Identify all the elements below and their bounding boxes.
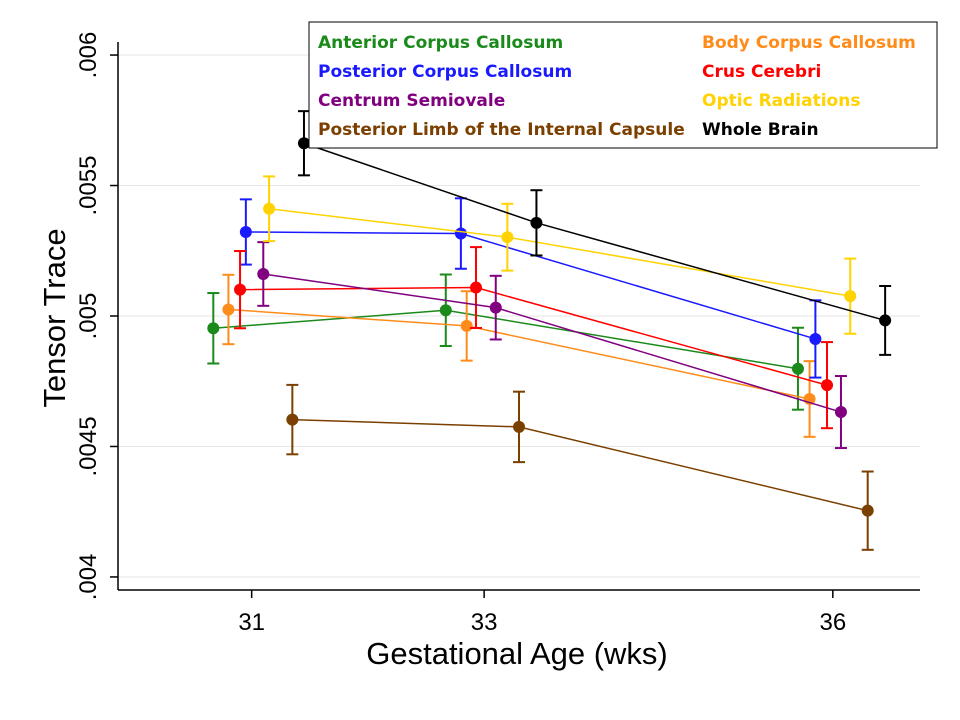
series-line [213, 309, 799, 370]
data-point [234, 283, 247, 296]
data-point [809, 332, 822, 345]
data-point [791, 362, 804, 375]
data-point [861, 504, 874, 517]
data-point [454, 227, 467, 240]
data-point [239, 225, 252, 238]
data-point [501, 231, 514, 244]
data-point [821, 379, 834, 392]
data-point [207, 322, 220, 335]
series-line [269, 208, 851, 297]
series-centrum-semiovale [257, 241, 847, 450]
series-posterior-limb-of-the-internal-capsule [286, 383, 874, 551]
legend-box [308, 21, 938, 149]
data-point [513, 420, 525, 433]
series-line [245, 231, 816, 340]
y-tick-label: .0055 [75, 155, 102, 215]
series-line [292, 418, 868, 512]
x-tick-label: 36 [819, 609, 846, 636]
y-tick-label: .006 [75, 32, 102, 79]
data-point [489, 301, 502, 314]
series-line [303, 142, 886, 322]
data-point [297, 137, 310, 150]
x-axis-title: Gestational Age (wks) [366, 636, 668, 671]
series-whole-brain [297, 110, 892, 356]
data-point [844, 290, 857, 303]
legend-entry: Optic Radiations [702, 91, 860, 111]
data-point [263, 202, 276, 215]
y-axis-title: Tensor Trace [37, 228, 72, 407]
series-optic-radiations [263, 175, 857, 335]
legend-entry: Body Corpus Callosum [702, 33, 916, 53]
legend-entry: Whole Brain [702, 120, 819, 140]
legend-entry: Centrum Semiovale [318, 91, 505, 111]
data-point [439, 304, 452, 317]
data-point [834, 406, 847, 419]
x-tick-label: 31 [238, 609, 265, 636]
y-tick-label: .0045 [75, 416, 102, 476]
y-tick-label: .005 [75, 293, 102, 340]
data-point [257, 267, 270, 280]
y-tick-label: .004 [75, 554, 102, 601]
x-tick-label: 33 [471, 609, 498, 636]
series-line [263, 273, 842, 413]
series-crus-cerebri [234, 246, 834, 430]
data-point [460, 319, 473, 332]
legend-entry: Crus Cerebri [702, 62, 821, 82]
series-anterior-corpus-callosum [207, 273, 804, 411]
data-point [879, 314, 892, 327]
legend-entry: Posterior Corpus Callosum [318, 62, 572, 82]
series-layer [207, 110, 892, 551]
data-point [286, 413, 299, 426]
data-point [222, 303, 235, 316]
legend: Anterior Corpus Callosum Body Corpus Call… [308, 21, 938, 149]
legend-entry: Anterior Corpus Callosum [318, 33, 563, 53]
data-point [530, 216, 543, 229]
axes: .004 .0045 .005 .0055 .006 31 33 36 [75, 32, 920, 636]
series-line [240, 286, 828, 386]
data-point [469, 281, 482, 294]
legend-entry: Posterior Limb of the Internal Capsule [318, 120, 685, 140]
series-posterior-corpus-callosum [239, 197, 822, 379]
